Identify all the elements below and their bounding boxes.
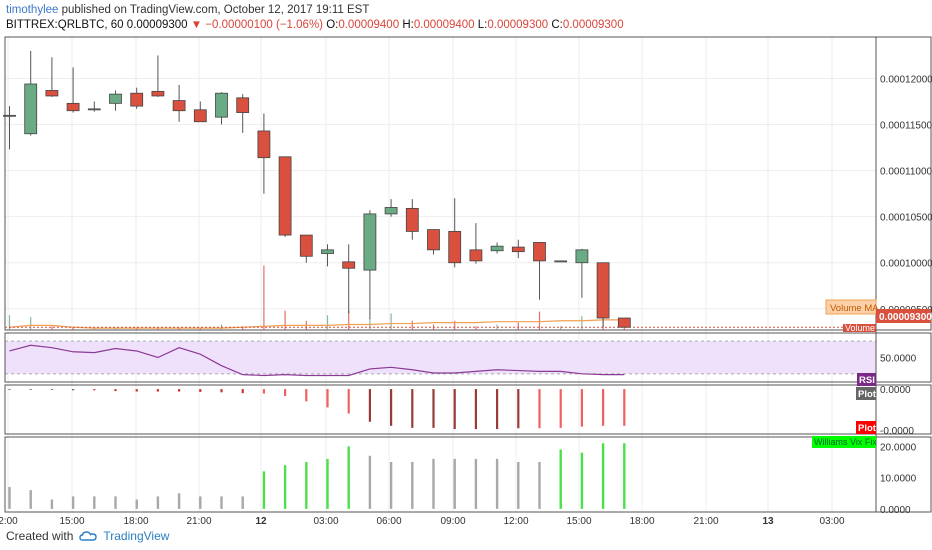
candle-body [405, 207, 419, 232]
candle-body [342, 261, 356, 269]
x-tick-label: 13 [762, 516, 774, 525]
candle-body [299, 234, 313, 257]
volume-badge-text: Volume [845, 323, 875, 333]
candle-body [193, 109, 207, 123]
x-tick-label: 12 [255, 516, 267, 525]
x-tick-label: 06:00 [376, 516, 401, 525]
close-value: 0.00009300 [562, 19, 624, 31]
candle-body [215, 92, 228, 118]
candle-body [87, 108, 101, 111]
candle-body [363, 213, 377, 271]
candle-body [130, 92, 144, 107]
plot-badge-text: Plot [858, 389, 877, 400]
close-label: C: [551, 19, 563, 31]
rsi-tick-label: 50.0000 [880, 354, 917, 365]
symbol-header: BITTREX:QRLBTC, 60 0.00009300 ▼ −0.00000… [6, 19, 624, 31]
rsi-badge-text: RSI [859, 375, 875, 386]
plot-tick-label: 0.0000 [880, 385, 911, 396]
plot-tick-label: -0.0000 [880, 426, 914, 437]
rsi-line [9, 344, 625, 377]
price-tick-label: 0.00010000 [880, 259, 932, 270]
vix-badge [812, 436, 876, 448]
x-tick-label: 09:00 [440, 516, 465, 525]
price-tick-label: 0.00011000 [880, 167, 932, 178]
volume-ma-label: Volume MA [830, 303, 879, 314]
x-tick-label: 21:00 [186, 516, 211, 525]
tradingview-brand[interactable]: TradingView [103, 529, 170, 543]
vix-tick-label: 10.0000 [880, 474, 917, 485]
volume-ma-badge [825, 299, 877, 315]
publish-header: timothylee published on TradingView.com,… [6, 4, 369, 16]
vix-tick-label: 20.0000 [880, 442, 917, 453]
candle-body [533, 242, 546, 262]
candle-body [511, 246, 525, 253]
candle-body [469, 249, 483, 262]
last-price: 0.00009300 [126, 19, 188, 31]
x-tick-label: 03:00 [313, 516, 338, 525]
x-tick-label: 03:00 [819, 516, 844, 525]
x-tick-label: 18:00 [123, 516, 148, 525]
candle-body [278, 156, 292, 236]
low-label: L: [477, 19, 488, 31]
plot-badge-2 [856, 421, 876, 434]
rsi-band [5, 341, 876, 374]
symbol-label: BITTREX:QRLBTC, 60 [6, 19, 124, 31]
rsi-badge [857, 373, 876, 386]
price-chart[interactable]: 0.000095000.000100000.000105000.00011000… [0, 0, 932, 525]
x-tick-label: 12:00 [503, 516, 528, 525]
candle-body [617, 317, 631, 328]
candle-body [575, 249, 589, 264]
candle-body [448, 231, 462, 264]
candle-body [151, 90, 165, 97]
high-value: 0.00009400 [413, 19, 475, 31]
high-label: H: [402, 19, 414, 31]
x-tick-label: 2:00 [0, 516, 18, 525]
candle-body [45, 90, 59, 97]
candle-body [427, 229, 440, 251]
candle-body [596, 262, 610, 319]
price-tick-label: 0.00012000 [880, 74, 932, 85]
candle-body [490, 245, 504, 252]
plot-pane-frame [4, 384, 932, 435]
candle-body [109, 93, 122, 104]
candle-body [66, 102, 80, 112]
plot-badge [856, 387, 876, 400]
last-price-badge-text: 0.00009300 [879, 312, 932, 323]
price-pane-frame [4, 36, 932, 331]
last-price-badge [876, 309, 931, 323]
open-value: 0.00009400 [338, 19, 400, 31]
vix-pane-frame [4, 436, 932, 513]
price-change: ▼ −0.00000100 (−1.06%) [190, 19, 323, 31]
x-tick-label: 18:00 [629, 516, 654, 525]
volume-ma-line [9, 319, 625, 329]
x-tick-label: 21:00 [693, 516, 718, 525]
grid-lines [5, 37, 876, 512]
candle-body [172, 100, 186, 112]
created-with-text: Created with [6, 529, 74, 543]
candle-body [384, 207, 398, 215]
x-tick-label: 15:00 [566, 516, 591, 525]
candle-body [24, 83, 38, 135]
candle-body [257, 130, 271, 159]
low-value: 0.00009300 [487, 19, 549, 31]
candle-body [554, 260, 568, 263]
vix-badge-text: Williams Vix Fix [814, 437, 877, 447]
tradingview-logo-icon [79, 531, 98, 541]
price-tick-label: 0.00011500 [880, 121, 932, 132]
candle-body [321, 249, 334, 254]
published-text: published on TradingView.com, October 12… [61, 4, 370, 16]
price-tick-label: 0.00010500 [880, 213, 932, 224]
open-label: O: [326, 19, 339, 31]
footer: Created with TradingView [6, 529, 169, 543]
x-tick-label: 15:00 [59, 516, 84, 525]
vix-tick-label: 0.0000 [880, 505, 911, 516]
volume-badge [843, 324, 876, 332]
candle-body [236, 97, 250, 113]
author-link[interactable]: timothylee [6, 4, 59, 16]
plot-badge-2-text: Plot [858, 423, 877, 434]
rsi-pane-frame [4, 332, 932, 383]
candle-body [3, 114, 16, 117]
